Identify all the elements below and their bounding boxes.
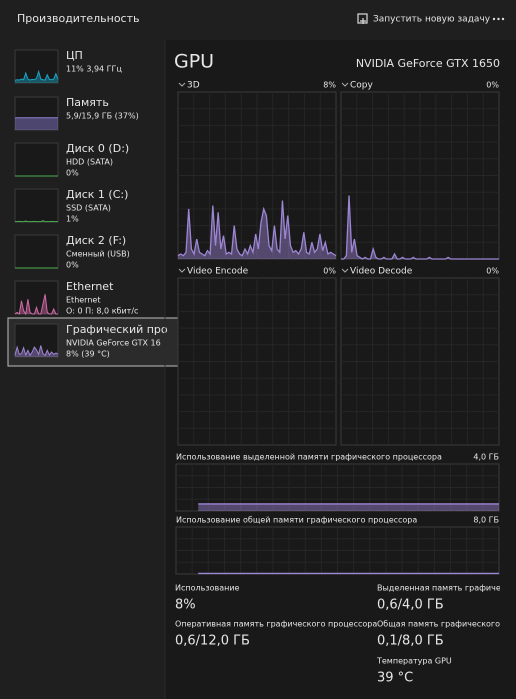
item-title: ЦП bbox=[66, 49, 83, 62]
graph-area bbox=[178, 200, 336, 259]
stat-value: 0,6/12,0 ГБ bbox=[175, 634, 250, 649]
graph-line bbox=[14, 69, 59, 81]
page-title: Производительность bbox=[17, 12, 140, 25]
chevron bbox=[178, 82, 186, 87]
stat-value: 39 °C bbox=[377, 671, 413, 686]
item-title: Графический про bbox=[66, 323, 168, 336]
graph-area bbox=[15, 294, 58, 314]
chevron bbox=[341, 82, 349, 87]
memory-label: Использование выделенной памяти графичес… bbox=[176, 453, 442, 462]
item-subtitle: О: 0 П: 8,0 кбит/с bbox=[66, 307, 138, 316]
dot bbox=[501, 17, 505, 21]
graph-line bbox=[14, 294, 58, 316]
graph-value: 0% bbox=[323, 267, 336, 276]
graph-value: 0% bbox=[486, 267, 499, 276]
graph-value: 8% bbox=[323, 81, 336, 90]
graph-area bbox=[15, 345, 58, 357]
stat-label: Оперативная память графического процессо… bbox=[175, 620, 377, 629]
stat-value: 0,6/4,0 ГБ bbox=[377, 598, 444, 613]
item-title: Диск 1 (C:) bbox=[66, 188, 128, 201]
graph-frame bbox=[14, 96, 59, 131]
graph-label: Video Encode bbox=[187, 267, 249, 277]
item-subtitle: 11% 3,94 ГГц bbox=[66, 65, 122, 74]
item-title: Ethernet bbox=[66, 280, 114, 293]
item-subtitle: Ethernet bbox=[66, 296, 100, 305]
graph-value: 0% bbox=[486, 81, 499, 90]
graph-label: 3D bbox=[187, 81, 200, 91]
item-subtitle: 8% (39 °C) bbox=[66, 350, 110, 359]
memory-max: 4,0 ГБ bbox=[473, 453, 499, 462]
graph-line bbox=[14, 345, 59, 357]
graph-frame bbox=[14, 323, 59, 358]
item-subtitle: Сменный (USB) bbox=[66, 250, 130, 259]
run-task-label: Запустить новую задачу bbox=[373, 15, 491, 25]
chevron bbox=[341, 268, 349, 273]
chevron bbox=[178, 268, 186, 273]
item-subtitle: 0% bbox=[66, 169, 79, 178]
stat-label: Общая память графического п bbox=[377, 620, 508, 629]
dot bbox=[497, 17, 500, 21]
graph-frame bbox=[14, 142, 59, 177]
item-subtitle: NVIDIA GeForce GTX 16 bbox=[66, 339, 161, 348]
item-title: Память bbox=[66, 96, 109, 109]
gpu-title: GPU bbox=[174, 51, 214, 73]
item-subtitle: SSD (SATA) bbox=[66, 204, 111, 213]
stat-label: Выделенная память графическ bbox=[377, 584, 510, 593]
item-subtitle: 0% bbox=[66, 261, 79, 270]
dot bbox=[492, 17, 496, 21]
graph-area bbox=[15, 117, 58, 130]
graph-label: Copy bbox=[350, 81, 374, 91]
run-task-icon-plus bbox=[360, 18, 366, 24]
memory-label: Использование общей памяти графического … bbox=[176, 516, 417, 525]
stat-value: 8% bbox=[175, 598, 196, 613]
stat-value: 0,1/8,0 ГБ bbox=[377, 634, 444, 649]
graph-frame bbox=[14, 188, 59, 223]
item-subtitle: 1% bbox=[66, 215, 79, 224]
more-button[interactable] bbox=[492, 17, 505, 21]
graph-frame bbox=[14, 234, 59, 269]
item-title: Диск 2 (F:) bbox=[66, 234, 126, 247]
item-subtitle: HDD (SATA) bbox=[66, 158, 113, 167]
graph-line bbox=[177, 200, 337, 257]
item-subtitle: 5,9/15,9 ГБ (37%) bbox=[66, 112, 139, 121]
run-task-button[interactable]: Запустить новую задачу bbox=[357, 13, 491, 25]
graph-line bbox=[341, 195, 499, 260]
memory-max: 8,0 ГБ bbox=[473, 516, 499, 525]
stat-label: Использование bbox=[175, 584, 240, 593]
graph-line bbox=[15, 220, 58, 223]
item-title: Диск 0 (D:) bbox=[66, 142, 129, 155]
gpu-device: NVIDIA GeForce GTX 1650 bbox=[356, 57, 500, 70]
graph-area bbox=[198, 503, 499, 511]
stat-label: Температура GPU bbox=[376, 657, 452, 666]
graph-label: Video Decode bbox=[350, 267, 413, 277]
